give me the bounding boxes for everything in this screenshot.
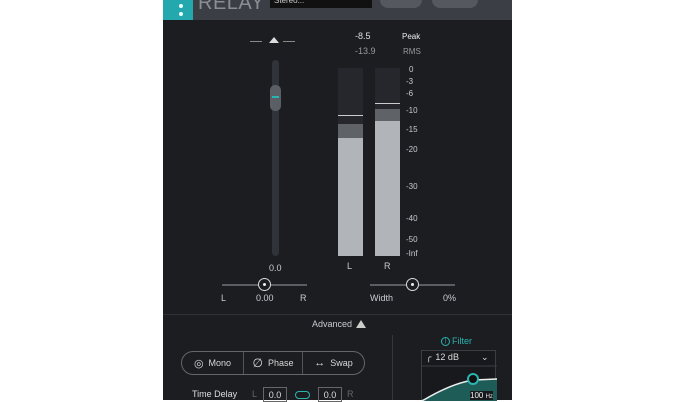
divider <box>392 335 393 400</box>
width-value: 0% <box>443 293 457 303</box>
scale-tick-label: -Inf <box>406 249 418 258</box>
meter-rms-fill <box>338 138 363 256</box>
delay-left-label: L <box>252 389 258 399</box>
mono-button[interactable]: ◎ Mono <box>182 352 244 374</box>
scale-tick-label: -20 <box>406 145 418 154</box>
menu-dot-icon <box>179 12 183 16</box>
plugin-title: RELAY <box>198 0 265 14</box>
rms-value: -13.9 <box>355 46 376 56</box>
rms-label: RMS <box>403 47 421 56</box>
channel-button-group: ◎ Mono ∅ Phase ↔ Swap <box>181 351 365 375</box>
triangle-up-icon <box>356 320 367 328</box>
header-bar <box>163 0 512 20</box>
scale-tick-label: 0 <box>409 65 414 74</box>
power-icon: | <box>441 336 450 346</box>
pan-knob[interactable] <box>258 278 271 291</box>
swap-button[interactable]: ↔ Swap <box>314 357 353 369</box>
meter-peak-hold <box>375 102 400 104</box>
filter-frequency-readout: 100 Hz <box>470 391 493 400</box>
filter-toggle[interactable]: | Filter <box>441 336 472 346</box>
gain-value: 0.0 <box>269 263 282 273</box>
channel-label: R <box>384 261 391 271</box>
plugin-panel <box>163 0 512 400</box>
meter-rms-fill <box>375 120 400 256</box>
settings-button[interactable] <box>432 0 478 8</box>
meter-peak-hold <box>338 114 363 116</box>
slope-icon: ╭ <box>426 352 432 362</box>
time-delay-label: Time Delay <box>192 389 238 399</box>
peak-label: Peak <box>402 32 421 41</box>
chevron-down-icon: ⌄ <box>480 352 489 362</box>
pan-right-label: R <box>300 293 307 303</box>
filter-frequency-handle[interactable] <box>467 373 479 385</box>
width-knob[interactable] <box>406 278 419 291</box>
link-icon[interactable] <box>295 391 310 399</box>
phase-button[interactable]: ∅ Phase <box>244 352 303 374</box>
preset-dropdown[interactable]: Stereo... <box>270 0 372 8</box>
pan-left-label: L <box>221 293 227 303</box>
gain-up-arrow-icon[interactable] <box>269 37 279 43</box>
menu-button[interactable] <box>163 0 193 20</box>
scale-tick-label: -15 <box>406 125 418 134</box>
divider <box>163 314 512 315</box>
menu-dot-icon <box>179 4 183 8</box>
channel-label: L <box>347 261 353 271</box>
scale-tick-label: -30 <box>406 182 418 191</box>
swap-arrows-icon: ↔ <box>314 357 326 369</box>
phase-icon: ∅ <box>252 356 263 370</box>
width-label: Width <box>370 293 394 303</box>
scale-tick-label: -40 <box>406 214 418 223</box>
advanced-label: Advanced <box>312 319 353 329</box>
scale-tick-label: -6 <box>406 89 414 98</box>
advanced-toggle[interactable]: Advanced <box>312 319 367 329</box>
gain-slider[interactable] <box>272 60 279 256</box>
pan-value: 0.00 <box>256 293 274 303</box>
delay-right-label: R <box>347 389 354 399</box>
meter-peak-fill <box>338 124 363 138</box>
gain-slider-thumb[interactable] <box>270 85 281 111</box>
undo-redo-button[interactable] <box>380 0 422 8</box>
gain-dash <box>250 41 262 42</box>
peak-value: -8.5 <box>355 31 371 41</box>
scale-tick-label: -3 <box>406 77 414 86</box>
mono-icon: ◎ <box>193 357 204 370</box>
scale-tick-label: -10 <box>406 106 418 115</box>
filter-slope-dropdown[interactable]: ╭ 12 dB ⌄ <box>426 352 489 362</box>
meter-peak-fill <box>375 108 400 121</box>
scale-tick-label: -50 <box>406 235 418 244</box>
gain-dash <box>283 41 295 42</box>
